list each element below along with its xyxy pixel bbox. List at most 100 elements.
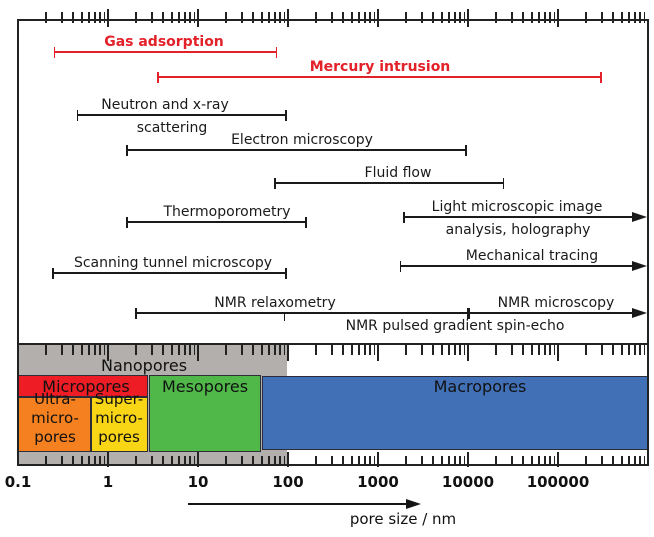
axis-minor-tick xyxy=(60,12,63,23)
middle-axis xyxy=(17,343,649,345)
bar-mercury-intrusion xyxy=(156,76,601,78)
bar-mechanical-tracing-label: Mechanical tracing xyxy=(465,248,599,264)
axis-minor-tick xyxy=(420,12,423,23)
axis-minor-tick xyxy=(72,344,74,355)
axis-minor-tick xyxy=(634,12,636,23)
axis-minor-tick xyxy=(88,12,90,23)
axis-minor-tick xyxy=(420,456,423,466)
band-mesopores xyxy=(149,375,261,452)
bar-neutron-and-x-ray-label: Neutron and x-ray xyxy=(101,97,229,113)
axis-tick-label-100000: 100000 xyxy=(526,473,590,491)
axis-minor-tick xyxy=(178,12,180,23)
bar-gas-adsorption-start-cap xyxy=(53,46,56,58)
axis-minor-tick xyxy=(170,344,173,355)
axis-major-tick xyxy=(557,452,559,467)
axis-minor-tick xyxy=(150,456,153,466)
axis-minor-tick xyxy=(639,344,641,355)
axis-minor-tick xyxy=(350,12,353,23)
axis-minor-tick xyxy=(178,344,180,355)
bar-scanning-tunnel-microscopy-start-cap xyxy=(52,267,54,279)
axis-major-tick xyxy=(197,343,199,361)
bar-thermoporometry-label: Thermoporometry xyxy=(163,204,291,220)
axis-minor-tick xyxy=(260,456,263,466)
axis-minor-tick xyxy=(432,12,434,23)
bar-fluid-flow xyxy=(274,182,504,184)
bar-fluid-flow-label: Fluid flow xyxy=(364,165,432,181)
axis-minor-tick xyxy=(510,456,513,466)
band-label-ultra-micro-pores: Ultra-micro-pores xyxy=(31,390,79,446)
axis-minor-tick xyxy=(45,344,47,355)
bar-mechanical-tracing-start-cap xyxy=(399,260,402,272)
bar-nmr-microscopy-arrowhead xyxy=(632,308,647,318)
bar-nmr-relaxometry-start-cap xyxy=(135,307,137,319)
bar-mechanical-tracing-arrowhead xyxy=(632,261,647,271)
right-frame-edge xyxy=(647,19,649,466)
axis-minor-tick xyxy=(538,344,540,355)
axis-minor-tick xyxy=(495,344,497,355)
axis-minor-tick xyxy=(612,456,614,466)
band-label-micropores: Micropores xyxy=(42,377,130,396)
axis-minor-tick xyxy=(634,344,636,355)
axis-minor-tick xyxy=(268,12,270,23)
axis-minor-tick xyxy=(330,344,333,355)
axis-minor-tick xyxy=(643,12,646,23)
axis-minor-tick xyxy=(639,456,641,466)
axis-minor-tick xyxy=(612,12,614,23)
axis-minor-tick xyxy=(240,12,243,23)
axis-minor-tick xyxy=(162,344,164,355)
axis-minor-tick xyxy=(45,12,47,23)
axis-major-tick xyxy=(377,9,379,27)
band-label-nanopores: Nanopores xyxy=(100,356,188,375)
axis-minor-tick xyxy=(495,12,497,23)
axis-minor-tick xyxy=(170,456,173,466)
axis-minor-tick xyxy=(549,344,551,355)
axis-minor-tick xyxy=(342,456,344,466)
axis-minor-tick xyxy=(358,12,360,23)
axis-minor-tick xyxy=(358,344,360,355)
axis-minor-tick xyxy=(643,344,646,355)
axis-major-tick xyxy=(377,343,379,361)
axis-minor-tick xyxy=(454,456,456,466)
axis-minor-tick xyxy=(612,344,614,355)
axis-minor-tick xyxy=(432,344,434,355)
axis-minor-tick xyxy=(549,456,551,466)
axis-minor-tick xyxy=(225,456,227,466)
axis-minor-tick xyxy=(274,12,276,23)
axis-minor-tick xyxy=(454,344,456,355)
axis-minor-tick xyxy=(432,456,434,466)
bar-gas-adsorption xyxy=(53,51,277,53)
axis-minor-tick xyxy=(440,344,443,355)
bar-scanning-tunnel-microscopy-label: Scanning tunnel microscopy xyxy=(73,255,273,271)
axis-minor-tick xyxy=(549,12,551,23)
axis-minor-tick xyxy=(240,456,243,466)
axis-minor-tick xyxy=(553,344,556,355)
axis-major-tick xyxy=(467,9,469,27)
axis-minor-tick xyxy=(45,456,47,466)
bar-electron-microscopy-label: Electron microscopy xyxy=(231,132,373,148)
axis-minor-tick xyxy=(522,456,524,466)
axis-major-tick xyxy=(557,343,559,361)
axis-minor-tick xyxy=(252,456,254,466)
axis-minor-tick xyxy=(184,344,186,355)
axis-major-tick xyxy=(287,452,289,467)
axis-minor-tick xyxy=(405,344,407,355)
axis-minor-tick xyxy=(193,344,196,355)
bar-electron-microscopy-start-cap xyxy=(126,144,128,156)
axis-minor-tick xyxy=(459,456,461,466)
bar-nmr-relaxometry-end-cap xyxy=(467,307,469,319)
axis-minor-tick xyxy=(184,12,186,23)
axis-minor-tick xyxy=(342,344,344,355)
axis-minor-tick xyxy=(448,12,450,23)
axis-minor-tick xyxy=(544,344,546,355)
bar-fluid-flow-start-cap xyxy=(274,177,276,189)
bar-thermoporometry-start-cap xyxy=(126,216,128,228)
axis-major-tick xyxy=(197,452,199,467)
axis-minor-tick xyxy=(80,344,83,355)
axis-minor-tick xyxy=(510,344,513,355)
axis-minor-tick xyxy=(440,456,443,466)
axis-minor-tick xyxy=(260,12,263,23)
axis-minor-tick xyxy=(448,344,450,355)
axis-minor-tick xyxy=(639,12,641,23)
axis-minor-tick xyxy=(135,12,137,23)
axis-minor-tick xyxy=(342,12,344,23)
